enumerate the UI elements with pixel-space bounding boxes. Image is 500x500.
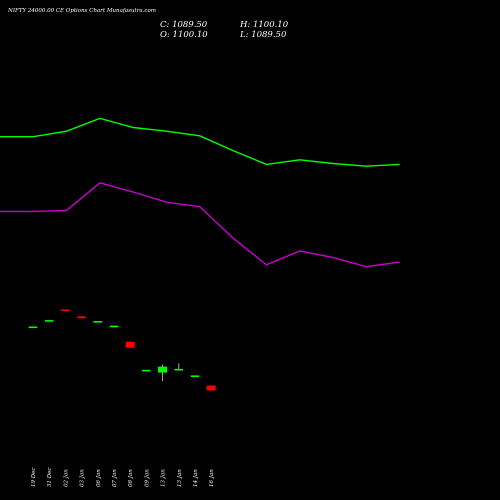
x-axis-ticks: 19 Dec 31 Dec 02 Jan 03 Jan 06 Jan 07 Jan 08 J… — [31, 468, 215, 488]
x-tick-label: 14 Jan — [193, 469, 199, 487]
candle-body — [190, 375, 200, 377]
x-tick-label: 13 Jan — [177, 469, 183, 487]
low-value: L: 1089.50 — [239, 30, 287, 40]
candle-body — [45, 320, 54, 322]
candle-body — [174, 368, 183, 371]
candle-body — [158, 366, 168, 373]
close-value: C: 1089.50 — [160, 20, 208, 30]
candle-body — [93, 321, 102, 323]
candle — [158, 364, 168, 381]
candle — [109, 325, 119, 328]
candle-body — [77, 316, 86, 319]
x-tick-label: 13 Jan — [161, 469, 167, 487]
candle-body — [61, 309, 70, 312]
x-tick-label: 07 Jan — [112, 469, 118, 487]
open-value: O: 1100.10 — [160, 30, 208, 40]
candle — [125, 341, 135, 348]
candle-body — [125, 341, 135, 348]
candle — [142, 369, 151, 372]
high-value: H: 1100.10 — [239, 20, 289, 30]
x-tick-label: 02 Jan — [63, 469, 69, 487]
candle — [61, 309, 70, 312]
x-tick-label: 16 Jan — [209, 469, 215, 487]
candle — [77, 316, 86, 319]
x-tick-label: 19 Dec — [31, 468, 37, 488]
indicator-line-1 — [0, 117, 400, 167]
candle — [174, 363, 183, 371]
candle — [93, 321, 102, 323]
x-tick-label: 31 Dec — [47, 468, 53, 488]
candle — [206, 385, 216, 391]
x-tick-label: 08 Jan — [128, 469, 134, 487]
candle-body — [206, 385, 216, 391]
candles — [28, 309, 216, 391]
candle-body — [109, 325, 119, 328]
candle — [45, 320, 54, 322]
candle — [190, 375, 200, 377]
x-tick-label: 06 Jan — [96, 469, 102, 487]
indicator-lines — [0, 117, 400, 268]
x-tick-label: 03 Jan — [80, 469, 86, 487]
candle-body — [28, 326, 38, 329]
candle-body — [142, 369, 151, 372]
indicator-line-2 — [0, 182, 400, 268]
chart-title: NIFTY 24000.00 CE Options Chart Munafasu… — [7, 8, 156, 14]
candle — [28, 326, 38, 329]
x-tick-label: 09 Jan — [144, 469, 150, 487]
